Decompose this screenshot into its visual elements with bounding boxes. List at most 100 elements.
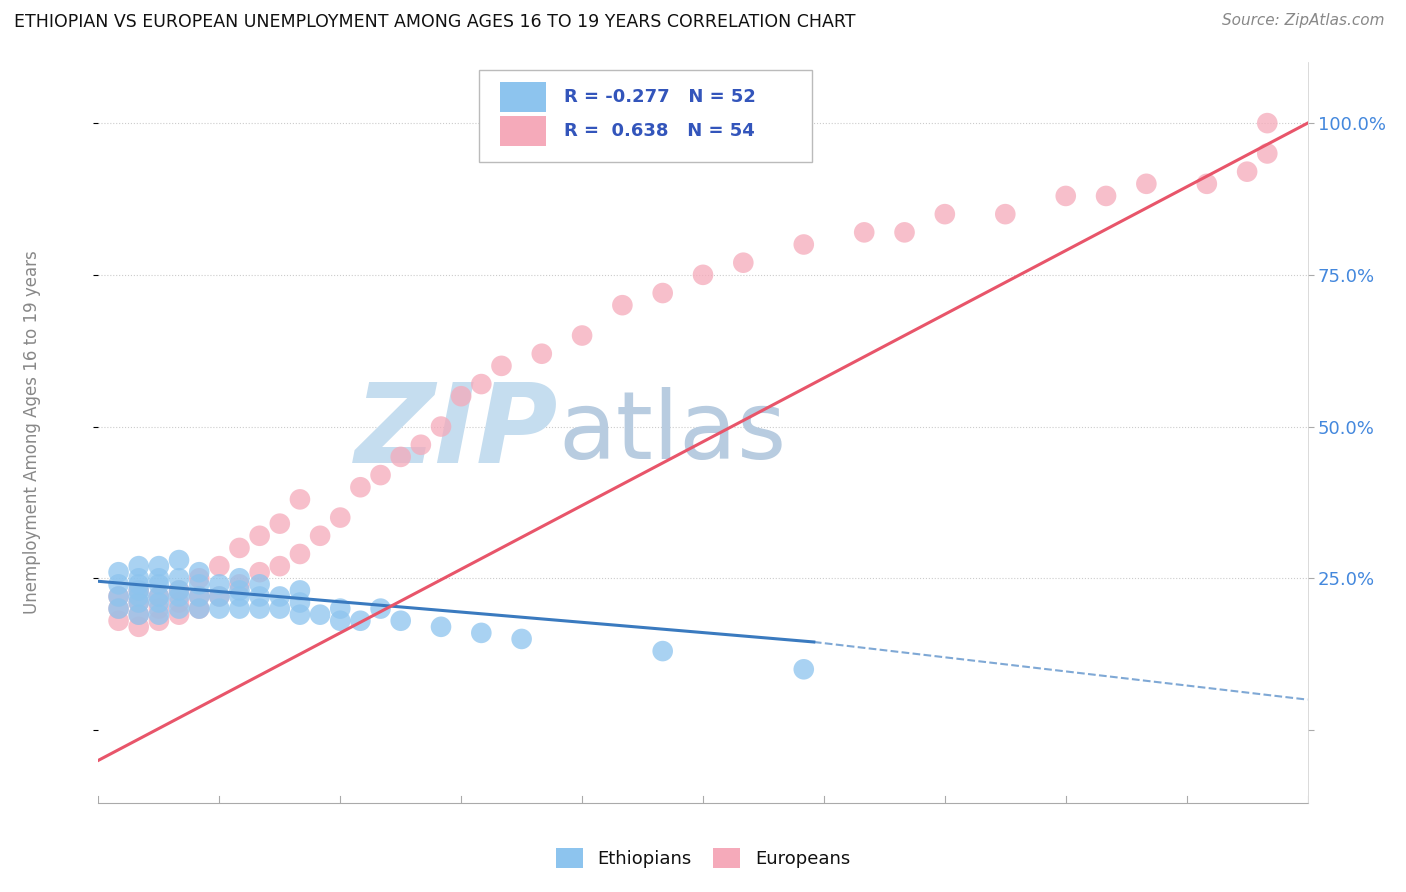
Point [288,583,311,598]
Point [188,590,211,604]
Point [430,419,453,434]
Point [148,590,170,604]
Point [208,577,231,591]
Point [1095,189,1118,203]
Point [188,571,211,585]
Point [389,450,412,464]
Point [167,607,190,622]
Point [491,359,513,373]
Point [228,571,250,585]
Point [228,541,250,555]
Point [1195,177,1218,191]
Point [329,510,352,524]
Point [107,590,129,604]
Point [148,607,170,622]
Point [269,516,291,531]
Point [370,601,392,615]
Point [107,601,129,615]
Text: R = -0.277   N = 52: R = -0.277 N = 52 [564,88,756,106]
Point [167,553,190,567]
Point [167,583,190,598]
Point [148,601,170,615]
FancyBboxPatch shape [479,70,811,162]
Point [228,601,250,615]
Point [470,626,492,640]
Point [309,529,332,543]
Point [148,595,170,609]
Point [329,601,352,615]
Point [329,614,352,628]
Point [249,590,271,604]
Point [167,590,190,604]
Point [128,583,150,598]
Point [409,438,432,452]
Point [651,286,673,301]
Point [148,571,170,585]
Point [530,347,553,361]
Point [128,620,150,634]
Point [389,614,412,628]
Point [148,559,170,574]
Point [249,529,271,543]
Point [692,268,714,282]
Legend: Ethiopians, Europeans: Ethiopians, Europeans [548,841,858,875]
Point [288,492,311,507]
Point [128,607,150,622]
Point [430,620,453,634]
Point [288,547,311,561]
Point [128,559,150,574]
Point [934,207,956,221]
Point [208,590,231,604]
Point [249,565,271,579]
Point [1256,116,1278,130]
Text: Source: ZipAtlas.com: Source: ZipAtlas.com [1222,13,1385,29]
Point [994,207,1017,221]
Point [228,583,250,598]
Point [349,614,371,628]
Point [188,601,211,615]
Point [651,644,673,658]
Point [128,577,150,591]
Point [167,595,190,609]
Point [288,595,311,609]
Point [148,614,170,628]
Point [793,237,815,252]
Point [167,583,190,598]
Point [349,480,371,494]
Point [107,601,129,615]
Point [249,577,271,591]
Text: ETHIOPIAN VS EUROPEAN UNEMPLOYMENT AMONG AGES 16 TO 19 YEARS CORRELATION CHART: ETHIOPIAN VS EUROPEAN UNEMPLOYMENT AMONG… [14,13,856,31]
Point [208,559,231,574]
Point [288,607,311,622]
Point [470,377,492,392]
Point [188,577,211,591]
Text: R =  0.638   N = 54: R = 0.638 N = 54 [564,122,755,140]
Point [269,559,291,574]
Point [450,389,472,403]
Point [128,590,150,604]
Text: Unemployment Among Ages 16 to 19 years: Unemployment Among Ages 16 to 19 years [22,251,41,615]
Point [167,571,190,585]
Point [188,601,211,615]
Point [370,468,392,483]
Point [148,577,170,591]
Point [107,590,129,604]
Text: ZIP: ZIP [354,379,558,486]
Point [128,595,150,609]
Point [128,583,150,598]
Point [188,590,211,604]
Point [128,607,150,622]
Point [208,601,231,615]
Point [269,590,291,604]
Point [510,632,533,646]
Point [1256,146,1278,161]
Point [1054,189,1077,203]
Point [148,590,170,604]
Point [228,590,250,604]
Point [309,607,332,622]
Point [228,577,250,591]
Point [188,565,211,579]
Point [853,225,876,239]
Point [571,328,593,343]
Point [1135,177,1157,191]
